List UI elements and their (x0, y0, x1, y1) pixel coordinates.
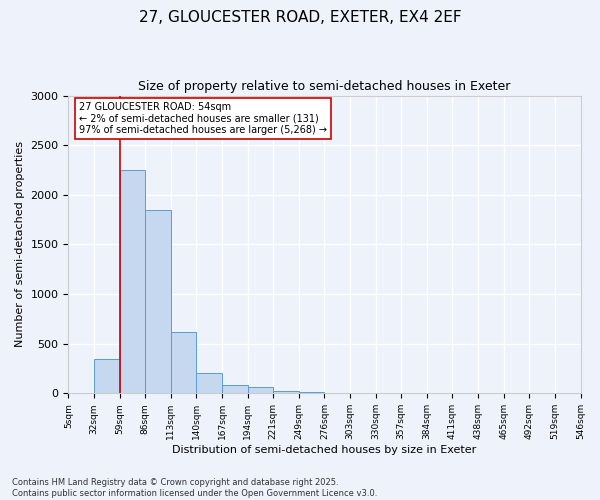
Bar (299, 392, 325, 394)
Bar (145, 210, 171, 394)
Bar (171, 332, 196, 394)
Text: 27, GLOUCESTER ROAD, EXETER, EX4 2EF: 27, GLOUCESTER ROAD, EXETER, EX4 2EF (139, 10, 461, 25)
Bar (196, 374, 222, 394)
Y-axis label: Number of semi-detached properties: Number of semi-detached properties (15, 142, 25, 348)
Bar (119, 170, 145, 394)
Bar (273, 392, 299, 394)
Bar (94, 358, 119, 394)
X-axis label: Distribution of semi-detached houses by size in Exeter: Distribution of semi-detached houses by … (172, 445, 476, 455)
Bar (222, 386, 248, 394)
Title: Size of property relative to semi-detached houses in Exeter: Size of property relative to semi-detach… (138, 80, 511, 93)
Text: 27 GLOUCESTER ROAD: 54sqm
← 2% of semi-detached houses are smaller (131)
97% of : 27 GLOUCESTER ROAD: 54sqm ← 2% of semi-d… (79, 102, 326, 134)
Bar (248, 388, 273, 394)
Text: Contains HM Land Registry data © Crown copyright and database right 2025.
Contai: Contains HM Land Registry data © Crown c… (12, 478, 377, 498)
